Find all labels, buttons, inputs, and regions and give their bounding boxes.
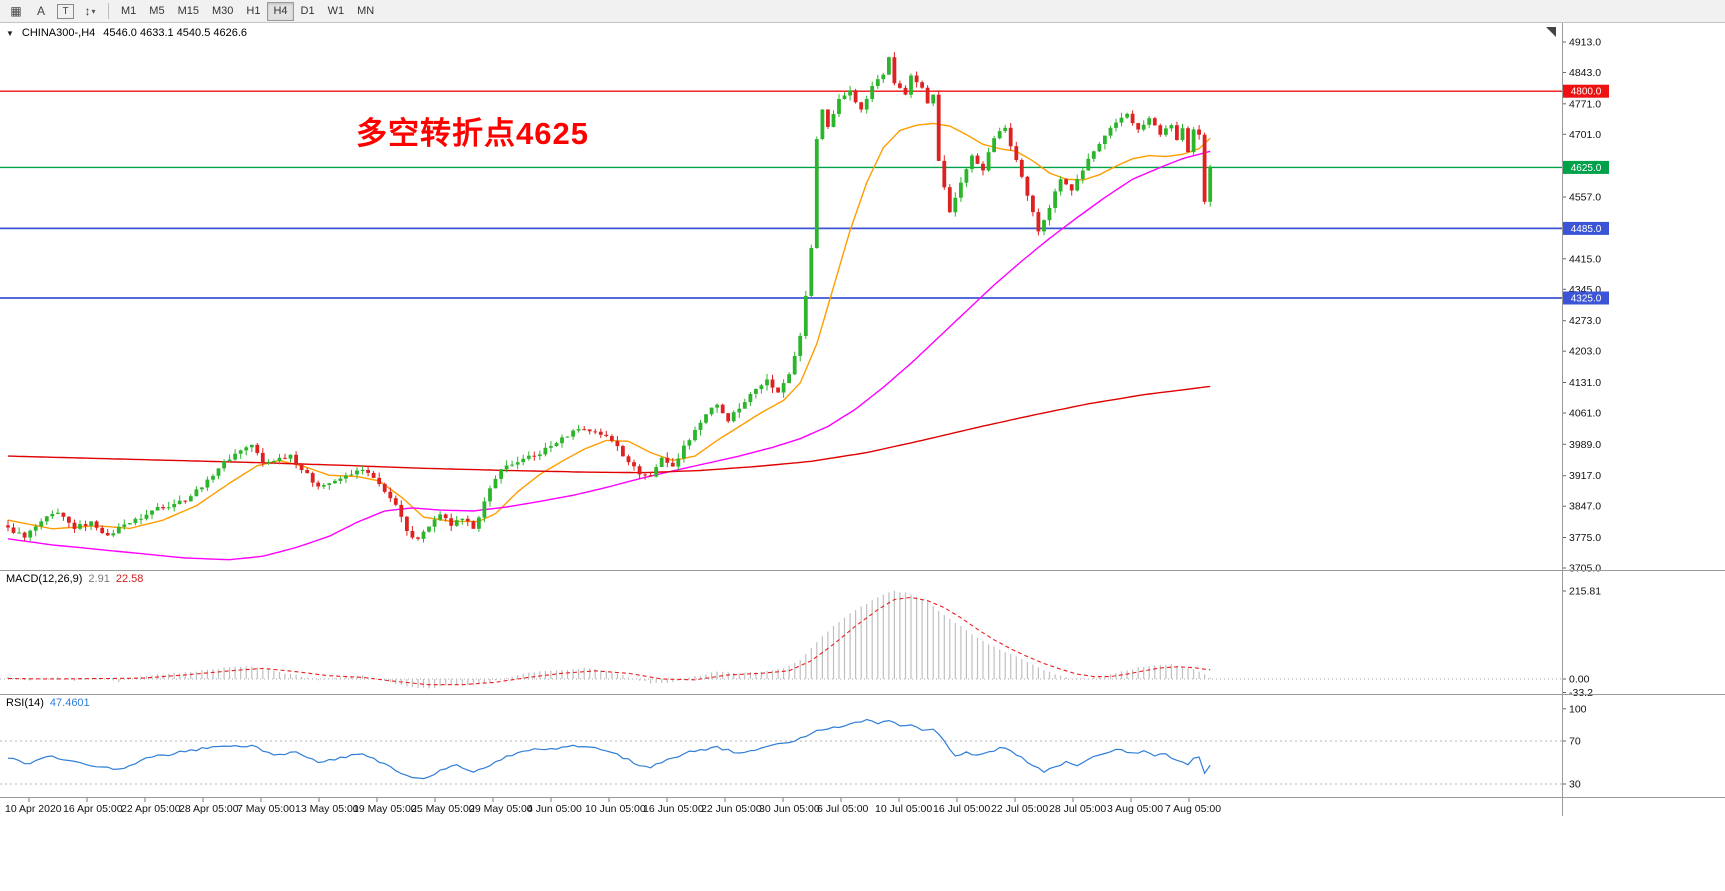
time-label: 30 Jun 05:00	[759, 803, 820, 815]
candles	[6, 52, 1213, 543]
time-label: 3 Aug 05:00	[1107, 803, 1163, 815]
symbol-info-bar: ▼ CHINA300-,H4 4546.0 4633.1 4540.5 4626…	[6, 27, 247, 39]
time-label: 16 Jul 05:00	[933, 803, 990, 815]
timeframe-mn-button[interactable]: MN	[357, 5, 375, 17]
price-tick-label: 3775.0	[1569, 532, 1601, 544]
macd-signal-line	[8, 596, 1211, 686]
price-tick-label: 4273.0	[1569, 315, 1601, 327]
time-label: 7 Aug 05:00	[1165, 803, 1221, 815]
time-label: 10 Jul 05:00	[875, 803, 932, 815]
symbol-title: CHINA300-,H4	[21, 27, 96, 39]
time-label: 13 May 05:00	[295, 803, 359, 815]
main-price-chart[interactable]: 4913.04843.04771.04701.04631.04557.04485…	[0, 23, 1725, 575]
panel-separator[interactable]	[0, 694, 1725, 695]
price-tick-label: 3917.0	[1569, 470, 1601, 482]
time-label: 28 Apr 05:00	[179, 803, 239, 815]
price-tick-label: 4131.0	[1569, 377, 1601, 389]
rsi-line	[7, 718, 1211, 780]
macd-tick-label: -33.2	[1569, 687, 1593, 699]
price-tick-label: 4701.0	[1569, 129, 1601, 141]
price-line-badge-label: 4325.0	[1571, 294, 1602, 305]
time-label: 22 Apr 05:00	[121, 803, 181, 815]
price-tick-label: 4771.0	[1569, 98, 1601, 110]
time-label: 7 May 05:00	[237, 803, 295, 815]
price-axis-separator	[1562, 23, 1563, 816]
panel-separator[interactable]	[0, 570, 1725, 571]
price-tick-label: 4913.0	[1569, 37, 1601, 49]
price-tick-label: 4843.0	[1569, 67, 1601, 79]
macd-tick-label: 0.00	[1569, 674, 1590, 686]
text-tool-icon[interactable]: T	[57, 3, 74, 19]
ma-fast-orange	[7, 122, 1211, 530]
rsi-name: RSI(14)	[6, 697, 44, 709]
timeframe-buttons-group: M1 M5 M15 M30 H1 H4 D1 W1 MN	[115, 1, 380, 21]
price-line-badge-label: 4800.0	[1571, 87, 1602, 98]
price-line-badge	[1563, 160, 1609, 174]
arrows-tool-icon[interactable]: ↕ ▾	[84, 4, 96, 18]
price-tick-label: 4557.0	[1569, 192, 1601, 204]
timeframe-w1-button[interactable]: W1	[327, 5, 345, 17]
time-label: 22 Jul 05:00	[991, 803, 1048, 815]
price-line-badge	[1563, 84, 1609, 98]
time-label: 19 May 05:00	[353, 803, 417, 815]
chart-shift-marker[interactable]	[1546, 27, 1556, 37]
label-tool-icon[interactable]: A	[36, 4, 45, 18]
timeframe-h1-button[interactable]: H1	[246, 5, 261, 17]
ma-slow-red	[7, 385, 1211, 474]
time-label: 28 Jul 05:00	[1049, 803, 1106, 815]
time-label: 29 May 05:00	[469, 803, 533, 815]
price-tick-label: 3705.0	[1569, 563, 1601, 575]
time-label: 22 Jun 05:00	[701, 803, 762, 815]
rsi-value: 47.4601	[49, 697, 90, 709]
time-label: 4 Jun 05:00	[527, 803, 582, 815]
price-line-badge-label: 4485.0	[1571, 224, 1602, 235]
time-label: 16 Jun 05:00	[643, 803, 704, 815]
rsi-tick-label: 70	[1569, 736, 1581, 748]
timeframe-m5-button[interactable]: M5	[149, 5, 165, 17]
ohlc-values: 4546.0 4633.1 4540.5 4626.6	[103, 27, 248, 39]
macd-tick-label: 215.81	[1569, 586, 1601, 598]
time-label: 10 Apr 2020	[5, 803, 62, 815]
macd-name: MACD(12,26,9)	[6, 573, 83, 585]
price-tick-label: 3989.0	[1569, 439, 1601, 451]
rsi-tick-label: 100	[1569, 703, 1587, 715]
ma-mid-magenta	[7, 150, 1211, 561]
timeframe-h4-button[interactable]: H4	[267, 1, 294, 21]
timeframe-m1-button[interactable]: M1	[121, 5, 137, 17]
time-label: 25 May 05:00	[411, 803, 475, 815]
toolbar: ▦ A T ↕ ▾ M1 M5 M15 M30 H1 H4 D1 W1 MN	[0, 0, 1725, 23]
macd-main-value: 2.91	[88, 573, 110, 585]
price-tick-label: 4415.0	[1569, 253, 1601, 265]
toolbar-separator	[108, 3, 109, 19]
dropdown-caret-icon: ▾	[91, 6, 96, 16]
time-label: 16 Apr 05:00	[63, 803, 123, 815]
price-tick-label: 4061.0	[1569, 408, 1601, 420]
macd-histogram	[7, 590, 1211, 689]
rsi-label: RSI(14) 47.4601	[6, 697, 90, 709]
rsi-panel[interactable]: 100 70 30	[0, 695, 1725, 797]
panel-separator[interactable]	[0, 797, 1725, 798]
macd-label: MACD(12,26,9) 2.91 22.58	[6, 573, 143, 585]
collapse-triangle-icon[interactable]: ▼	[6, 28, 14, 38]
time-label: 6 Jul 05:00	[817, 803, 869, 815]
time-label: 10 Jun 05:00	[585, 803, 646, 815]
grid-icon[interactable]: ▦	[10, 4, 22, 18]
rsi-tick-label: 30	[1569, 779, 1581, 791]
price-tick-label: 4203.0	[1569, 346, 1601, 358]
timeframe-m30-button[interactable]: M30	[211, 5, 234, 17]
macd-signal-value: 22.58	[115, 573, 144, 585]
price-line-badge	[1563, 291, 1609, 305]
macd-panel[interactable]: 215.81 0.00-33.2	[0, 571, 1725, 699]
price-line-badge	[1563, 221, 1609, 235]
timeframe-d1-button[interactable]: D1	[300, 5, 315, 17]
chart-annotation-text[interactable]: 多空转折点4625	[356, 116, 589, 151]
drawing-tools-group: ▦ A T ↕ ▾	[4, 2, 102, 21]
price-tick-label: 3847.0	[1569, 501, 1601, 513]
price-line-badge-label: 4625.0	[1571, 163, 1602, 174]
timeframe-m15-button[interactable]: M15	[177, 5, 199, 17]
